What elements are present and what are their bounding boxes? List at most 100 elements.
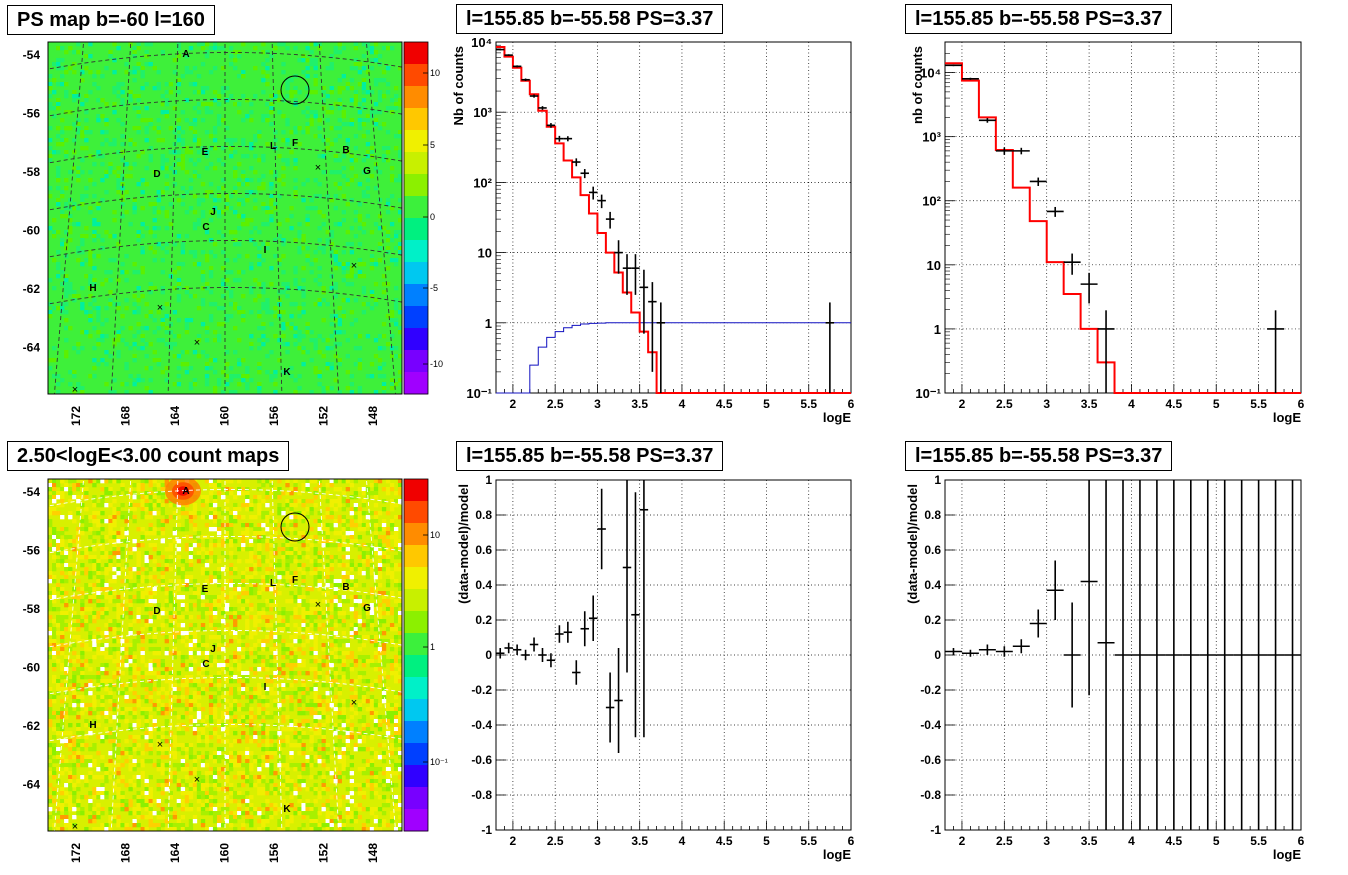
map-pixel (60, 611, 65, 616)
map-pixel (257, 703, 262, 708)
map-pixel (144, 791, 149, 796)
map-pixel (277, 523, 282, 528)
map-pixel (353, 146, 359, 151)
map-pixel (132, 515, 137, 520)
map-pixel (208, 527, 214, 532)
map-pixel (68, 238, 73, 243)
map-pixel (108, 162, 113, 167)
map-pixel (72, 815, 77, 820)
map-pixel (152, 627, 157, 632)
map-pixel (196, 735, 202, 740)
map-pixel (96, 595, 101, 600)
map-pixel (184, 703, 190, 708)
map-pixel (305, 611, 310, 616)
map-pixel (281, 254, 286, 259)
map-pixel (152, 66, 157, 71)
map-pixel (233, 707, 238, 712)
map-pixel (128, 707, 133, 712)
map-pixel (249, 607, 254, 612)
map-pixel (377, 62, 383, 67)
map-pixel (313, 647, 318, 652)
map-pixel (200, 651, 206, 656)
map-pixel (216, 198, 222, 203)
map-pixel (152, 703, 157, 708)
map-pixel (212, 779, 218, 784)
map-pixel (237, 270, 242, 275)
map-pixel (84, 571, 89, 576)
map-pixel (72, 298, 77, 303)
map-pixel (128, 222, 133, 227)
map-pixel (84, 130, 89, 135)
map-pixel (80, 651, 85, 656)
map-pixel (136, 775, 141, 780)
map-pixel (301, 615, 306, 620)
map-pixel (273, 543, 278, 548)
map-pixel (52, 823, 57, 828)
map-pixel (285, 611, 290, 616)
map-pixel (241, 575, 246, 580)
map-pixel (289, 214, 294, 219)
map-pixel (321, 214, 326, 219)
map-pixel (305, 499, 310, 504)
map-pixel (285, 350, 290, 355)
map-pixel (204, 479, 210, 484)
map-pixel (164, 771, 169, 776)
map-pixel (168, 274, 174, 279)
map-pixel (104, 102, 109, 107)
map-pixel (293, 691, 298, 696)
map-pixel (88, 206, 93, 211)
map-pixel (84, 663, 89, 668)
map-pixel (297, 795, 302, 800)
map-pixel (309, 607, 314, 612)
map-pixel (353, 346, 359, 351)
map-pixel (88, 170, 93, 175)
map-pixel (285, 539, 290, 544)
map-pixel (180, 142, 186, 147)
map-pixel (377, 246, 383, 251)
map-pixel (385, 202, 391, 207)
map-pixel (80, 775, 85, 780)
map-pixel (140, 799, 145, 804)
map-pixel (204, 607, 210, 612)
map-pixel (265, 615, 270, 620)
map-pixel (281, 691, 286, 696)
map-pixel (305, 627, 310, 632)
map-pixel (108, 290, 113, 295)
map-pixel (212, 815, 218, 820)
map-pixel (120, 807, 125, 812)
latitude-line (48, 287, 402, 305)
map-pixel (301, 807, 306, 812)
map-pixel (152, 567, 157, 572)
map-pixel (204, 755, 210, 760)
map-pixel (285, 551, 290, 556)
map-pixel (124, 643, 129, 648)
map-pixel (212, 390, 218, 394)
map-pixel (164, 98, 169, 103)
map-pixel (68, 290, 73, 295)
map-pixel (204, 763, 210, 768)
map-pixel (64, 310, 69, 315)
map-pixel (136, 599, 141, 604)
map-pixel (84, 226, 89, 231)
map-pixel (144, 326, 149, 331)
map-pixel (92, 759, 97, 764)
map-pixel (220, 250, 226, 255)
map-pixel (48, 186, 53, 191)
map-pixel (381, 374, 387, 379)
map-pixel (216, 819, 222, 824)
map-pixel (132, 342, 137, 347)
map-pixel (309, 819, 314, 824)
map-pixel (309, 499, 314, 504)
map-pixel (80, 655, 85, 660)
map-pixel (305, 515, 310, 520)
map-pixel (180, 130, 186, 135)
map-pixel (245, 523, 250, 528)
map-pixel (233, 795, 238, 800)
map-pixel (100, 707, 105, 712)
map-pixel (353, 134, 359, 139)
map-pixel (164, 739, 169, 744)
map-pixel (80, 703, 85, 708)
map-pixel (176, 799, 182, 804)
map-pixel (56, 150, 61, 155)
map-pixel (257, 639, 262, 644)
